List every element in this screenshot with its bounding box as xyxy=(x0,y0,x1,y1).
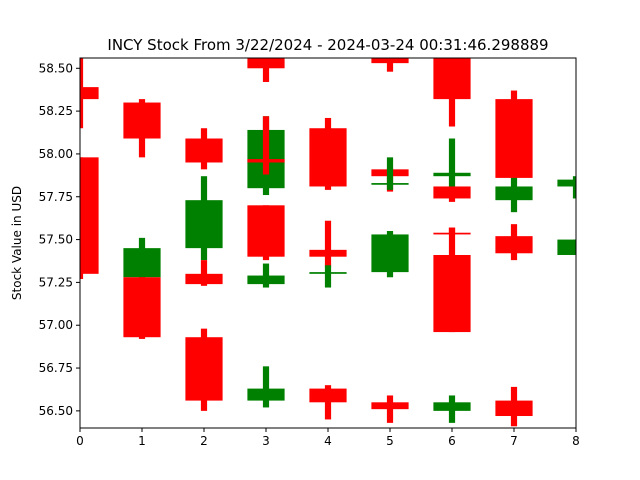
candle-body xyxy=(433,254,471,333)
candle-body xyxy=(247,275,285,285)
candle-body xyxy=(433,402,471,411)
candle-body xyxy=(185,138,223,163)
y-tick-label: 58.50 xyxy=(39,61,73,75)
candle-body xyxy=(433,172,471,177)
y-tick-label: 57.75 xyxy=(39,190,73,204)
x-tick-label: 0 xyxy=(76,434,84,448)
candle-body xyxy=(185,200,223,249)
plot-area xyxy=(80,58,576,427)
y-axis: 56.50 56.75 57.00 57.25 57.50 57.75 58.00 58.25… xyxy=(39,61,80,418)
candle-body xyxy=(309,388,347,403)
candle-body xyxy=(247,159,285,163)
candle-body xyxy=(247,58,285,69)
y-tick-label: 56.50 xyxy=(39,404,73,418)
y-tick-label: 58.25 xyxy=(39,104,73,118)
candle-body xyxy=(495,400,533,417)
x-tick-label: 8 xyxy=(572,434,580,448)
candle-body xyxy=(123,248,161,278)
y-tick-label: 56.75 xyxy=(39,361,73,375)
candle-body xyxy=(495,186,533,201)
chart-title: INCY Stock From 3/22/2024 - 2024-03-24 0… xyxy=(107,36,548,54)
candle-body xyxy=(371,58,409,64)
candle-body xyxy=(495,99,533,178)
candle-body xyxy=(185,273,223,285)
candle-body xyxy=(371,183,409,185)
candle-wick xyxy=(262,263,270,288)
candle-body xyxy=(309,128,347,187)
x-tick-label: 2 xyxy=(200,434,208,448)
candle-wick xyxy=(262,58,270,82)
candle-wick xyxy=(572,176,576,199)
y-tick-label: 57.50 xyxy=(39,233,73,247)
candle-wick xyxy=(386,58,394,72)
candle-wick xyxy=(200,260,208,286)
x-tick-label: 1 xyxy=(138,434,146,448)
candle-body xyxy=(309,249,347,257)
x-tick-label: 5 xyxy=(386,434,394,448)
x-axis: 0 1 2 3 4 5 6 7 8 xyxy=(76,428,580,448)
candle-wick xyxy=(386,157,394,190)
candle-body xyxy=(185,337,223,401)
x-tick-label: 7 xyxy=(510,434,518,448)
candle-body xyxy=(247,388,285,401)
plot-frame xyxy=(79,57,577,429)
candle-wick xyxy=(448,138,456,194)
candle-wick xyxy=(262,366,270,408)
candle-body xyxy=(247,205,285,257)
candle-body xyxy=(433,58,471,100)
candle-body xyxy=(433,186,471,199)
x-tick-label: 4 xyxy=(324,434,332,448)
y-axis-label: Stock Value in USD xyxy=(10,186,24,300)
y-tick-label: 57.25 xyxy=(39,275,73,289)
y-tick-label: 58.00 xyxy=(39,147,73,161)
candle-body xyxy=(371,234,409,273)
x-tick-label: 6 xyxy=(448,434,456,448)
y-tick-label: 57.00 xyxy=(39,318,73,332)
candle-wick xyxy=(324,220,332,267)
candle-body xyxy=(309,272,347,274)
candle-body xyxy=(371,402,409,410)
candle-wick xyxy=(324,265,332,288)
candle-body xyxy=(80,87,99,100)
candle-wick xyxy=(262,116,270,175)
candle-body xyxy=(557,239,576,255)
candle-body xyxy=(123,102,161,139)
candle-body xyxy=(80,157,99,274)
candle-body xyxy=(123,277,161,338)
candle-body xyxy=(495,236,533,254)
candle-wick xyxy=(386,395,394,423)
x-tick-label: 3 xyxy=(262,434,270,448)
candle-body xyxy=(557,179,576,187)
